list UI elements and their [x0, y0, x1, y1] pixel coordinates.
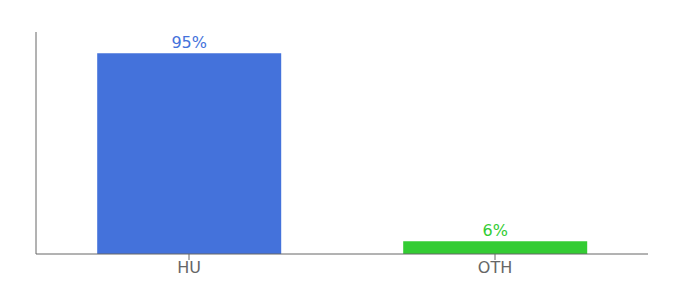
svg-text:6%: 6% — [483, 221, 508, 240]
svg-text:95%: 95% — [171, 33, 207, 52]
svg-text:HU: HU — [177, 258, 201, 277]
svg-text:OTH: OTH — [478, 258, 512, 277]
